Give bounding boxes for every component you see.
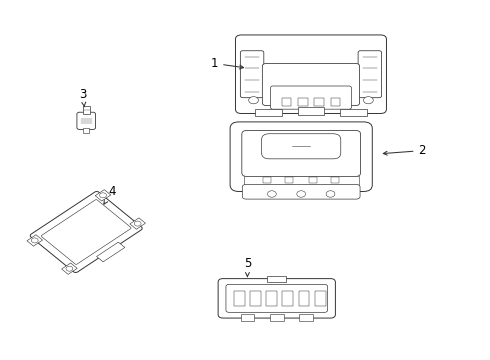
Bar [263, 177, 271, 183]
Bar [250, 291, 261, 306]
Bar [83, 106, 90, 114]
FancyBboxPatch shape [226, 284, 328, 312]
Bar [282, 291, 293, 306]
FancyBboxPatch shape [218, 279, 335, 318]
Circle shape [326, 191, 335, 197]
Bar [331, 98, 340, 106]
Text: 2: 2 [383, 144, 426, 157]
Bar [266, 291, 277, 306]
Bar [299, 314, 313, 321]
Bar [282, 98, 292, 106]
Bar [255, 109, 282, 116]
Bar [97, 242, 125, 262]
Circle shape [297, 191, 306, 197]
FancyBboxPatch shape [243, 184, 360, 199]
Bar [95, 190, 111, 201]
FancyBboxPatch shape [242, 131, 361, 176]
Bar [315, 291, 326, 306]
Bar [331, 177, 339, 183]
FancyBboxPatch shape [262, 63, 360, 105]
Bar [340, 109, 367, 116]
Bar [234, 291, 245, 306]
Bar [297, 107, 324, 115]
FancyBboxPatch shape [236, 35, 387, 113]
Bar [268, 276, 286, 282]
Bar [241, 314, 254, 321]
Bar [244, 176, 359, 185]
FancyBboxPatch shape [41, 200, 131, 264]
Bar [299, 291, 309, 306]
Bar [27, 235, 43, 246]
FancyBboxPatch shape [358, 51, 382, 98]
Text: 5: 5 [244, 257, 251, 276]
Circle shape [66, 266, 73, 271]
Circle shape [268, 191, 276, 197]
Bar [83, 128, 89, 134]
Circle shape [99, 193, 106, 198]
FancyBboxPatch shape [262, 134, 341, 159]
Bar [310, 177, 318, 183]
FancyBboxPatch shape [30, 192, 142, 273]
Text: 4: 4 [104, 185, 116, 204]
Text: 3: 3 [79, 88, 86, 107]
FancyBboxPatch shape [230, 122, 372, 192]
Text: 1: 1 [211, 57, 244, 70]
FancyBboxPatch shape [270, 86, 351, 109]
Bar [314, 98, 324, 106]
Bar [130, 218, 146, 229]
Circle shape [31, 238, 38, 243]
Bar [270, 314, 284, 321]
FancyBboxPatch shape [241, 51, 264, 98]
Circle shape [248, 96, 258, 104]
FancyBboxPatch shape [77, 112, 96, 130]
Circle shape [364, 96, 373, 104]
Bar [285, 177, 293, 183]
Bar [298, 98, 308, 106]
Bar [62, 263, 77, 274]
Circle shape [134, 221, 141, 226]
